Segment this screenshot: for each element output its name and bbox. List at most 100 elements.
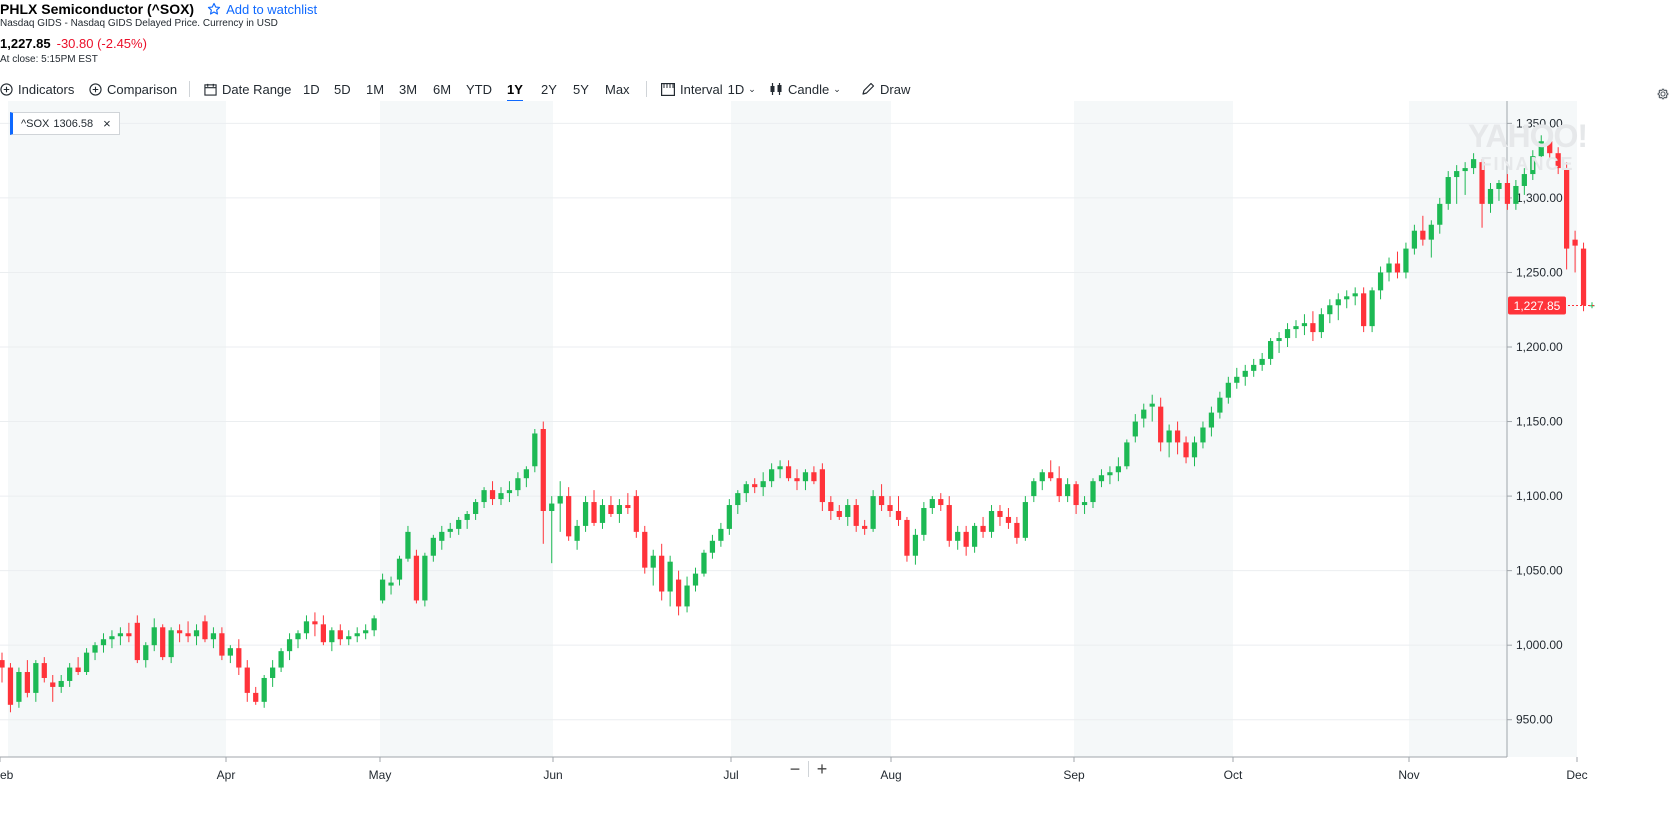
candle-body	[33, 663, 39, 693]
chart-type-dropdown[interactable]: Candle ⌄	[769, 78, 841, 100]
toolbar-divider	[189, 81, 190, 97]
candle-body	[126, 633, 132, 637]
candle-body	[684, 585, 690, 607]
candle-body	[456, 519, 462, 529]
candle-body	[574, 525, 580, 541]
interval-label: Interval	[680, 81, 723, 97]
candle-body	[1191, 442, 1198, 458]
candle-body	[599, 505, 606, 523]
price-change: -30.80 (-2.45%)	[56, 36, 147, 51]
y-tick-label: 1,150.00	[1516, 415, 1563, 429]
candle-body	[1369, 290, 1375, 327]
zoom-in-button[interactable]: +	[816, 758, 828, 779]
range-1y-button[interactable]: 1Y	[507, 78, 523, 103]
y-tick-label: 1,100.00	[1516, 489, 1563, 503]
range-1m-button[interactable]: 1M	[366, 78, 384, 100]
candle-body	[160, 627, 166, 658]
range-ytd-label: YTD	[466, 81, 492, 97]
draw-button[interactable]: Draw	[861, 78, 910, 100]
candle-body	[168, 630, 174, 658]
range-5d-label: 5D	[334, 81, 351, 97]
series-legend-chip[interactable]: ^SOX 1306.58 ×	[10, 112, 120, 135]
star-icon	[207, 2, 221, 15]
candle-body	[1251, 364, 1257, 371]
range-2y-button[interactable]: 2Y	[541, 78, 557, 100]
range-2y-label: 2Y	[541, 81, 557, 97]
candle-body	[523, 469, 529, 479]
zoom-out-button[interactable]: −	[789, 758, 801, 779]
candle-body	[1496, 183, 1502, 189]
candle-body	[244, 667, 250, 693]
interval-dropdown[interactable]: Interval 1D ⌄	[661, 78, 756, 100]
candle-body	[1411, 230, 1418, 249]
candle-body	[971, 525, 978, 547]
date-range-button[interactable]: Date Range	[204, 78, 291, 100]
gear-icon[interactable]	[1656, 87, 1670, 101]
zoom-controls: − +	[782, 757, 835, 781]
candle-body	[16, 672, 22, 702]
candle-body	[176, 630, 183, 634]
candle-body	[1284, 329, 1291, 339]
candle-body	[1580, 248, 1587, 306]
candle-body	[1403, 248, 1409, 273]
candle-body	[938, 499, 944, 506]
candle-body	[430, 537, 436, 556]
candle-body	[396, 558, 403, 580]
range-3m-button[interactable]: 3M	[399, 78, 417, 100]
chart-area[interactable]: 1,350.00 1,300.00 1,250.00 1,200.00 1,150.00…	[0, 101, 1676, 839]
range-5y-button[interactable]: 5Y	[573, 78, 589, 100]
candle-body	[472, 502, 479, 514]
x-tick-label: Sep	[1063, 768, 1085, 782]
candle-body	[413, 555, 420, 601]
candle-body	[100, 639, 107, 646]
candle-body	[1124, 442, 1130, 467]
candle-body	[980, 525, 986, 532]
zoom-divider	[808, 761, 809, 777]
candle-body	[134, 622, 140, 661]
range-5d-button[interactable]: 5D	[334, 78, 351, 100]
range-1m-label: 1M	[366, 81, 385, 97]
candle-body	[582, 502, 589, 526]
candle-body	[955, 531, 961, 541]
candle-body	[760, 481, 766, 488]
candle-body	[227, 648, 233, 656]
add-to-watchlist-button[interactable]: Add to watchlist	[207, 2, 317, 17]
candle-body	[566, 496, 572, 537]
month-band	[1409, 101, 1577, 757]
range-3m-label: 3M	[399, 81, 418, 97]
price-row: 1,227.85 -30.80 (-2.45%)	[0, 36, 147, 51]
candle-body	[117, 633, 124, 637]
candle-body	[1225, 382, 1231, 398]
close-icon[interactable]: ×	[103, 116, 111, 131]
plus-circle-icon	[89, 82, 102, 96]
candle-body	[802, 472, 809, 482]
candle-body	[1200, 427, 1206, 443]
indicators-button[interactable]: Indicators	[0, 78, 74, 100]
candle-body	[1428, 224, 1434, 240]
last-price: 1,227.85	[0, 36, 51, 51]
quote-source: Nasdaq GIDS - Nasdaq GIDS Delayed Price.…	[0, 18, 278, 29]
range-6m-button[interactable]: 6M	[433, 78, 451, 100]
candlestick-chart[interactable]: 1,350.00 1,300.00 1,250.00 1,200.00 1,150.00…	[0, 101, 1676, 839]
range-max-button[interactable]: Max	[605, 78, 630, 100]
range-1d-button[interactable]: 1D	[303, 78, 320, 100]
pencil-icon	[862, 82, 875, 95]
comparison-button[interactable]: Comparison	[89, 78, 177, 100]
month-band	[8, 101, 226, 757]
x-tick-label: Apr	[217, 768, 236, 782]
candle-body	[1437, 203, 1443, 225]
candle-body	[50, 682, 56, 687]
yahoo-finance-watermark: YAHOO! FINANCE	[1468, 120, 1588, 178]
candle-body	[1149, 403, 1155, 407]
plus-circle-icon	[0, 82, 13, 96]
candle-body	[210, 633, 217, 640]
calendar-icon	[204, 83, 217, 96]
candle-body	[1022, 502, 1028, 538]
candle-body	[286, 639, 293, 652]
candle-body	[261, 677, 267, 702]
candle-body	[515, 478, 521, 491]
range-ytd-button[interactable]: YTD	[466, 78, 492, 100]
x-tick-label: Jun	[543, 768, 562, 782]
candle-body	[1470, 159, 1477, 169]
candle-body	[819, 469, 825, 503]
